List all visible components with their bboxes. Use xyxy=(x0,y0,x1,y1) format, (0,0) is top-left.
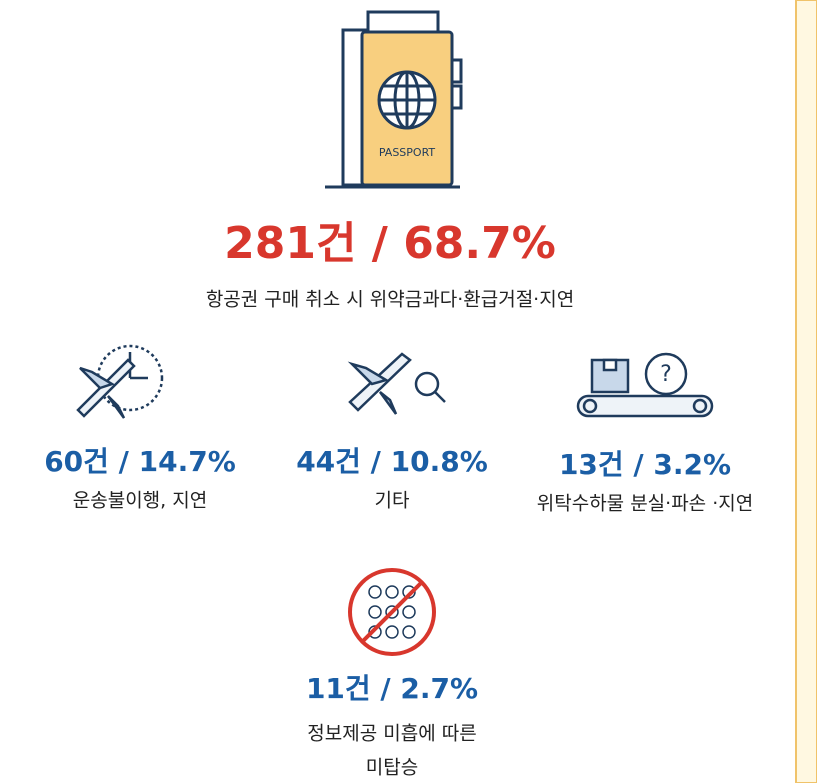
label: 미탑승 xyxy=(366,757,418,779)
plane-clock-icon xyxy=(76,344,164,419)
label: 위탁수하물 분실·파손 ·지연 xyxy=(537,493,753,515)
side-panel xyxy=(795,0,817,783)
label: 운송불이행, 지연 xyxy=(73,490,207,512)
passport-icon: PASSPORT xyxy=(325,10,463,189)
stat: 60건 / 14.7% xyxy=(44,445,236,478)
svg-text:?: ? xyxy=(660,362,672,387)
stat: 44건 / 10.8% xyxy=(296,445,488,478)
baggage-icon: ? xyxy=(576,352,714,418)
no-boarding-icon xyxy=(348,568,436,656)
stat: 11건 / 2.7% xyxy=(306,672,478,705)
label: 정보제공 미흡에 따른 xyxy=(307,723,476,745)
stat: 13건 / 3.2% xyxy=(559,448,731,481)
plane-search-icon xyxy=(347,352,446,415)
label: 기타 xyxy=(375,490,410,512)
svg-text:PASSPORT: PASSPORT xyxy=(379,146,436,159)
main-stat: 281건 / 68.7% xyxy=(224,218,556,269)
main-label: 항공권 구매 취소 시 위약금과다·환급거절·지연 xyxy=(206,289,574,311)
